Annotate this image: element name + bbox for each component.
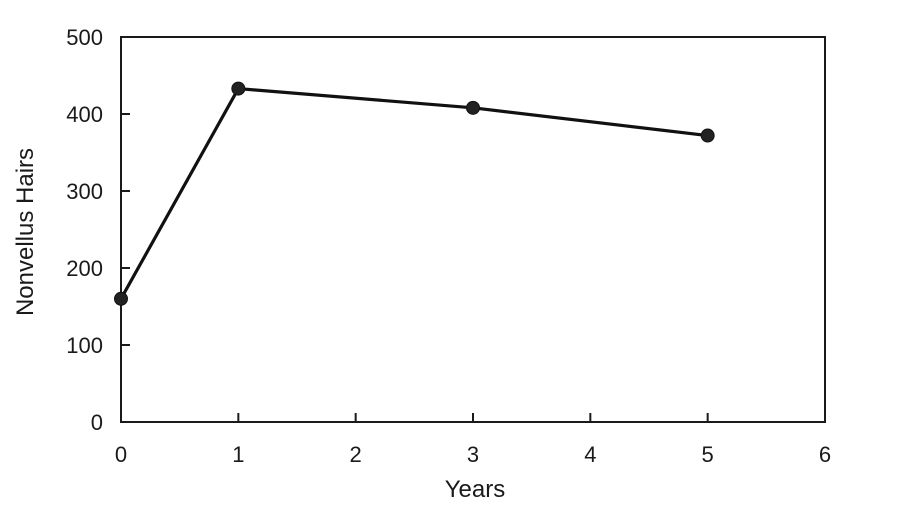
series-line	[119, 86, 708, 300]
data-point	[231, 81, 246, 96]
data-point	[700, 128, 715, 143]
x-axis-ticks: 0 1 2 3 4 5 6	[115, 413, 831, 467]
x-tick-label: 2	[350, 442, 362, 467]
x-tick-label: 5	[702, 442, 714, 467]
x-tick-label: 6	[819, 442, 831, 467]
y-tick-label: 100	[66, 333, 103, 358]
y-tick-label: 0	[91, 410, 103, 435]
y-axis-ticks: 0 100 200 300 400 500	[66, 25, 130, 435]
x-tick-label: 1	[232, 442, 244, 467]
y-tick-label: 300	[66, 179, 103, 204]
x-tick-label: 0	[115, 442, 127, 467]
x-tick-label: 4	[584, 442, 596, 467]
data-point	[114, 291, 128, 306]
data-point	[466, 100, 480, 115]
y-axis-label: Nonvellus Hairs	[12, 148, 39, 316]
plot-frame	[120, 36, 826, 423]
x-axis-label: Years	[445, 476, 506, 503]
y-tick-label: 200	[66, 256, 103, 281]
y-tick-label: 400	[66, 102, 103, 127]
series-layer	[114, 81, 715, 306]
y-tick-label: 500	[66, 25, 103, 50]
x-tick-label: 3	[467, 442, 479, 467]
